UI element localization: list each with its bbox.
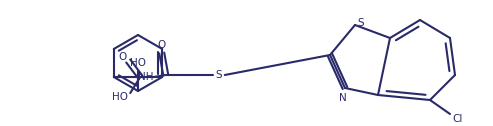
Text: Cl: Cl xyxy=(453,114,463,124)
Text: O: O xyxy=(158,40,166,50)
Text: O: O xyxy=(118,52,126,62)
Text: HO: HO xyxy=(112,92,128,102)
Text: S: S xyxy=(358,18,364,28)
Text: NH: NH xyxy=(138,72,153,82)
Text: HO: HO xyxy=(130,58,146,68)
Text: S: S xyxy=(215,70,222,80)
Text: N: N xyxy=(339,93,347,103)
